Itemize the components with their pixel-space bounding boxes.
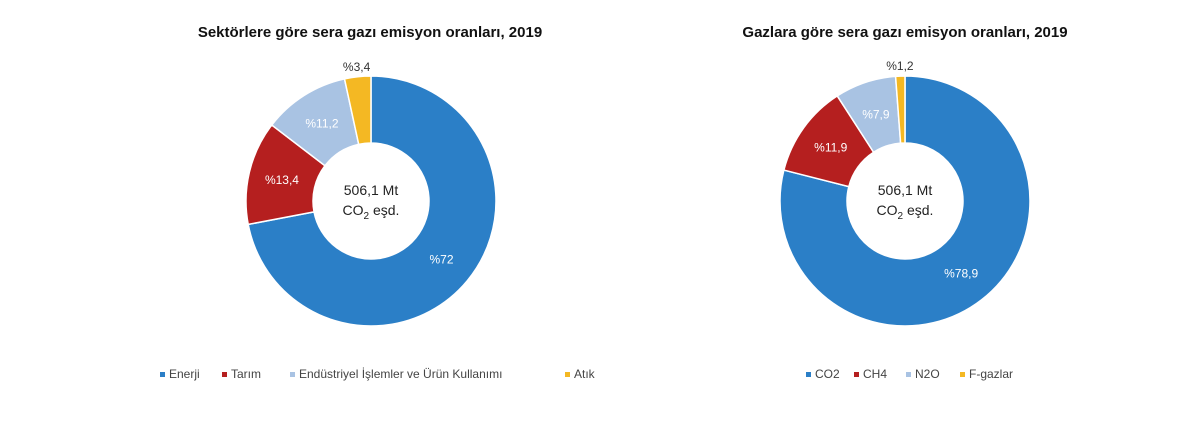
legend-swatch bbox=[806, 372, 811, 377]
center-unit: CO2 eşd. bbox=[877, 202, 934, 222]
slice-label: %13,4 bbox=[265, 173, 299, 187]
slice-label: %72 bbox=[429, 252, 453, 266]
legend-label: F-gazlar bbox=[969, 367, 1013, 381]
slice-1 bbox=[779, 75, 1031, 327]
legend-label: CH4 bbox=[863, 367, 887, 381]
slice-1 bbox=[247, 75, 497, 327]
legend-label: CO2 bbox=[815, 367, 840, 381]
slice-label: %7,9 bbox=[862, 107, 890, 121]
legend-swatch bbox=[960, 372, 965, 377]
slice-label: %11,9 bbox=[814, 141, 847, 155]
legend-item: Tarım bbox=[222, 367, 261, 381]
donut-chart-2: Gazlara göre sera gazı emisyon oranları,… bbox=[742, 24, 1067, 381]
legend-label: Enerji bbox=[169, 367, 200, 381]
legend-item: Endüstriyel İşlemler ve Ürün Kullanımı bbox=[290, 367, 502, 381]
legend-swatch bbox=[160, 372, 165, 377]
center-total: 506,1 Mt bbox=[344, 182, 399, 198]
legend-swatch bbox=[290, 372, 295, 377]
slice-label: %3,4 bbox=[343, 60, 371, 74]
legend-item: N2O bbox=[906, 367, 940, 381]
legend-swatch bbox=[906, 372, 911, 377]
legend-swatch bbox=[854, 372, 859, 377]
center-unit: CO2 eşd. bbox=[343, 202, 400, 222]
legend-item: F-gazlar bbox=[960, 367, 1013, 381]
legend-item: CH4 bbox=[854, 367, 887, 381]
donut-chart-1: Sektörlere göre sera gazı emisyon oranla… bbox=[160, 24, 596, 381]
slice-label: %78,9 bbox=[944, 266, 978, 280]
legend-item: Atık bbox=[565, 367, 596, 381]
chart-title: Gazlara göre sera gazı emisyon oranları,… bbox=[742, 24, 1067, 41]
legend-item: CO2 bbox=[806, 367, 840, 381]
legend-swatch bbox=[565, 372, 570, 377]
slice-label: %1,2 bbox=[886, 59, 914, 73]
chart-title: Sektörlere göre sera gazı emisyon oranla… bbox=[198, 24, 542, 41]
legend-label: Atık bbox=[574, 367, 596, 381]
slice-label: %11,2 bbox=[305, 117, 338, 131]
legend-item: Enerji bbox=[160, 367, 200, 381]
slice-4 bbox=[343, 75, 372, 146]
legend-label: N2O bbox=[915, 367, 940, 381]
legend-label: Tarım bbox=[231, 367, 261, 381]
center-total: 506,1 Mt bbox=[878, 182, 933, 198]
slice-4 bbox=[894, 75, 906, 144]
legend-swatch bbox=[222, 372, 227, 377]
legend-label: Endüstriyel İşlemler ve Ürün Kullanımı bbox=[299, 367, 502, 381]
